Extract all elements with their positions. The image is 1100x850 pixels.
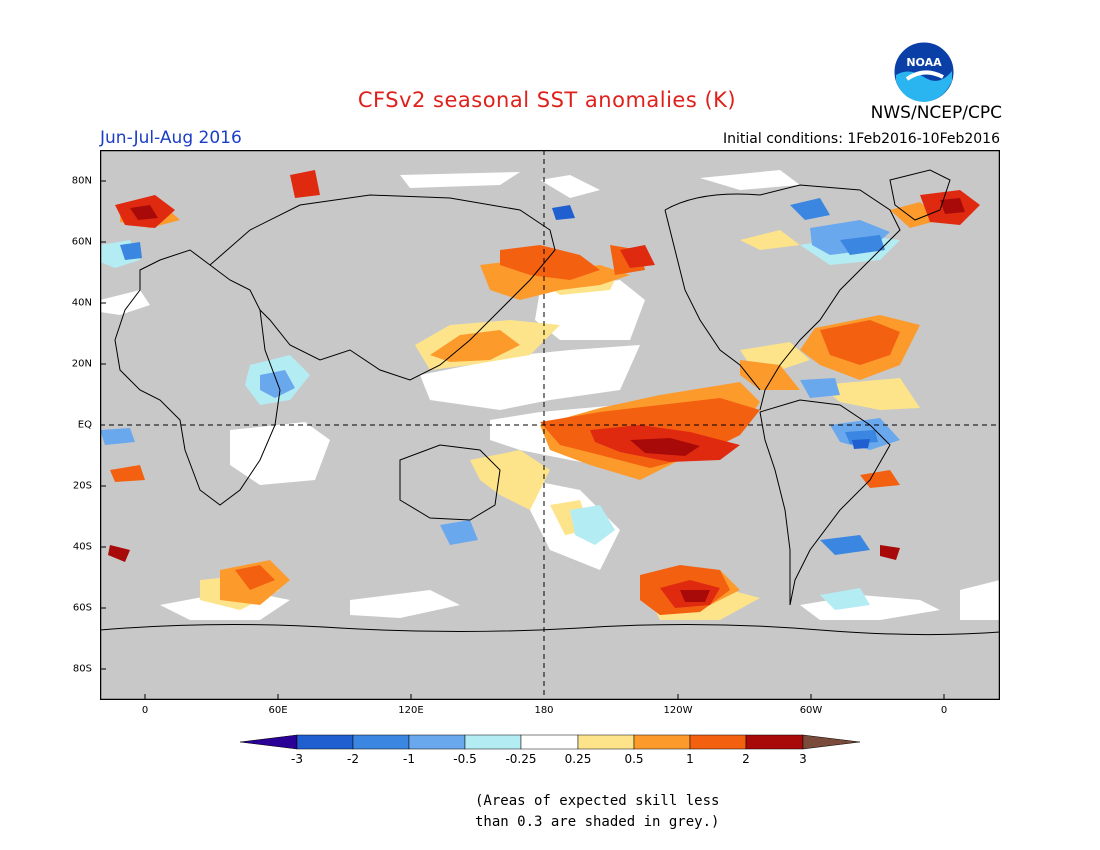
colorbar-segment-4 xyxy=(464,734,522,750)
map-frame xyxy=(100,150,1000,700)
sst-anomaly-map xyxy=(100,150,1000,700)
noaa-logo-text: NOAA xyxy=(906,56,942,69)
colorbar-label-neg0.25: -0.25 xyxy=(505,752,537,766)
colorbar-segment-0 xyxy=(240,734,298,750)
colorbar-segment-1 xyxy=(296,734,354,750)
colorbar-segment-6 xyxy=(577,734,635,750)
lat-label-20n: 20N xyxy=(71,358,92,370)
map-canvas xyxy=(100,150,1000,700)
colorbar-segment-7 xyxy=(633,734,691,750)
chart-title: CFSv2 seasonal SST anomalies (K) xyxy=(357,88,737,112)
colorbar-segment-2 xyxy=(352,734,410,750)
lon-label-60e: 60E xyxy=(268,705,288,716)
anomaly-neg-2-3-regions xyxy=(552,205,870,449)
colorbar-segment-9 xyxy=(745,734,804,750)
noaa-logo-icon: NOAA xyxy=(893,41,955,103)
colorbar-label-neg3: -3 xyxy=(291,752,303,766)
colorbar-label-1: 1 xyxy=(686,752,694,766)
season-label: Jun-Jul-Aug 2016 xyxy=(100,128,242,148)
colorbar-label-neg2: -2 xyxy=(347,752,359,766)
colorbar-label-2: 2 xyxy=(742,752,750,766)
initial-conditions-label: Initial conditions: 1Feb2016-10Feb2016 xyxy=(723,131,1000,147)
lat-label-80n: 80N xyxy=(71,175,92,187)
colorbar-label-neg0.5: -0.5 xyxy=(453,752,477,766)
lat-label-60n: 60N xyxy=(71,236,92,248)
lat-label-40s: 40S xyxy=(72,541,92,553)
colorbar-label-0.25: 0.25 xyxy=(564,752,592,766)
skill-footnote: (Areas of expected skill less than 0.3 a… xyxy=(475,791,719,833)
lon-label-180: 180 xyxy=(534,705,554,716)
coastlines xyxy=(100,169,1000,636)
colorbar-segment-5 xyxy=(520,734,579,750)
org-label: NWS/NCEP/CPC xyxy=(870,103,1002,123)
lat-label-80s: 80S xyxy=(72,663,92,675)
lon-label-120w: 120W xyxy=(663,705,693,716)
lat-label-40n: 40N xyxy=(71,297,92,309)
colorbar-label-0.5: 0.5 xyxy=(624,752,644,766)
colorbar-segment-10 xyxy=(802,734,860,750)
lat-label-eq: EQ xyxy=(77,419,92,431)
colorbar xyxy=(240,734,860,750)
lon-label-0-west: 0 xyxy=(141,705,149,716)
lon-label-60w: 60W xyxy=(799,705,823,716)
skill-footnote-line-2: than 0.3 are shaded in grey.) xyxy=(475,814,720,830)
colorbar-segment-3 xyxy=(408,734,466,750)
anomaly-above-3-regions xyxy=(108,198,965,602)
skill-footnote-line-1: (Areas of expected skill less xyxy=(475,793,720,809)
lon-label-0-east: 0 xyxy=(940,705,948,716)
lat-label-20s: 20S xyxy=(72,480,92,492)
lat-label-60s: 60S xyxy=(72,602,92,614)
colorbar-label-3: 3 xyxy=(799,752,807,766)
lon-label-120e: 120E xyxy=(398,705,424,716)
colorbar-label-neg1: -1 xyxy=(403,752,415,766)
colorbar-segment-8 xyxy=(689,734,747,750)
